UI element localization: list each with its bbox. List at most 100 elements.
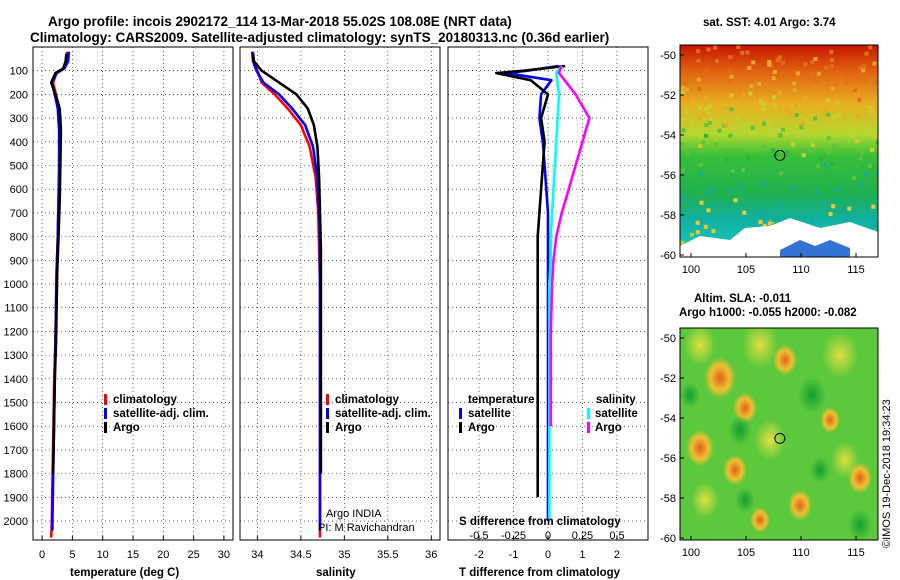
salinity-axes-frame <box>239 46 441 541</box>
sst-pixel <box>729 125 734 130</box>
sst-pixel <box>684 109 689 114</box>
depth-tick-label: 600 <box>10 184 28 196</box>
depth-tick-label: 900 <box>10 255 28 267</box>
temp-xtick-label: 30 <box>218 549 230 561</box>
sst-pixel <box>862 78 867 83</box>
sst-pixel <box>873 80 877 85</box>
sst-pixel <box>831 115 836 120</box>
legend-salinity-title: salinity <box>596 394 636 406</box>
sst-lat-tick-label: -58 <box>660 210 676 222</box>
legend-climatology-swatch <box>104 394 107 405</box>
sst-pixel <box>859 183 864 188</box>
sla-anomaly-blob <box>684 328 716 366</box>
figure-title-line2: Climatology: CARS2009. Satellite-adjuste… <box>30 30 609 45</box>
sst-pixel <box>733 198 738 203</box>
sst-pixel <box>791 142 795 147</box>
sst-pixel <box>829 64 834 69</box>
depth-tick-label: 1200 <box>4 326 28 338</box>
temperature-axes-frame <box>32 46 234 541</box>
sst-pixel <box>831 143 836 148</box>
sst-pixel <box>827 150 832 155</box>
sla-anomaly-blob <box>691 481 719 519</box>
diff-s-tick-label: 0.5 <box>609 530 624 542</box>
diff-s-tick-label: -0.25 <box>501 530 526 542</box>
sla-lon-tick-label: 115 <box>847 547 865 559</box>
diff-xtick-label: -1 <box>509 549 519 561</box>
sal-xtick-label: 34 <box>251 549 263 561</box>
sst-pixel <box>724 158 729 163</box>
sst-pixel <box>867 164 872 169</box>
sst-pixel <box>698 134 703 139</box>
legend-s-satellite-label: satellite <box>595 408 638 420</box>
sst-pixel <box>772 133 777 138</box>
sst-pixel <box>729 93 734 98</box>
sst-pixel <box>734 115 739 120</box>
sst-lon-tick-label: 100 <box>682 264 700 276</box>
sal-xtick-label: 35 <box>338 549 350 561</box>
temp-series-argo <box>49 53 68 474</box>
sst-pixel <box>826 112 831 117</box>
depth-tick-label: 1800 <box>4 469 28 481</box>
sst-pixel <box>700 219 704 224</box>
imos-credit: ©IMOS 19-Dec-2018 19:34:23 <box>881 399 893 548</box>
sst-pixel <box>730 168 735 173</box>
sal-xtick-label: 36 <box>425 549 437 561</box>
sst-pixel <box>868 105 872 110</box>
depth-tick-label: 400 <box>10 137 28 149</box>
sla-lat-tick-label: -52 <box>660 373 676 385</box>
sla-anomaly-blob <box>680 382 700 408</box>
depth-tick-label: 1700 <box>4 445 28 457</box>
sst-pixel <box>852 175 856 180</box>
sst-pixel <box>830 86 835 91</box>
sal-legend-argo-swatch <box>326 422 329 433</box>
sst-pixel <box>844 80 849 85</box>
sst-pixel <box>757 81 761 86</box>
sst-pixel <box>745 50 750 55</box>
sst-pixel <box>867 205 872 210</box>
sst-pixel <box>777 91 782 95</box>
sst-pixel <box>769 132 774 137</box>
sla-lat-tick-label: -50 <box>660 333 676 345</box>
sla-lat-ticks: -50 -52 -54 -56 -58 -60 <box>660 333 684 545</box>
sst-pixel <box>791 186 796 191</box>
sst-pixel <box>707 77 712 82</box>
sst-pixel <box>819 156 824 161</box>
sst-pixel <box>746 156 751 161</box>
difference-panel: -2 -1 0 1 2 -0.5 -0.25 0 0.25 0.5 S difference f… <box>447 46 649 579</box>
pi-annotation: PI: M Ravichandran <box>318 522 415 534</box>
sst-pixel <box>726 94 731 99</box>
sst-map-panel: sat. SST: 4.01 Argo: 3.74 -50-52-54-56-5… <box>660 17 879 276</box>
sst-pixel <box>713 45 718 50</box>
sst-pixel <box>701 140 706 145</box>
diff-s-tick-label: -0.5 <box>470 530 489 542</box>
legend-t-satellite-swatch <box>459 408 462 419</box>
sla-texture <box>680 328 872 540</box>
sst-pixel <box>777 55 782 60</box>
sla-anomaly-blob <box>704 357 736 399</box>
sst-pixel <box>809 72 814 77</box>
sst-pixel <box>804 119 809 124</box>
sla-map-frame <box>679 327 879 541</box>
sst-pixel <box>715 59 719 64</box>
sla-anomaly-blob <box>723 454 747 486</box>
legend-satellite-label: satellite-adj. clim. <box>113 408 209 420</box>
sst-pixel <box>741 168 746 173</box>
sst-pixel <box>761 107 766 112</box>
sst-pixel <box>771 218 776 223</box>
depth-tick-label: 1300 <box>4 350 28 362</box>
sst-pixel <box>767 62 772 67</box>
legend-t-satellite-label: satellite <box>468 408 511 420</box>
sst-pixel <box>762 223 767 228</box>
sst-pixel <box>728 69 733 74</box>
salinity-legend: climatology satellite-adj. clim. Argo <box>326 394 431 434</box>
temp-xtick-label: 5 <box>69 549 75 561</box>
diff-xtick-label: -2 <box>474 549 484 561</box>
sst-pixel <box>680 90 685 95</box>
sst-lat-tick-label: -56 <box>660 170 676 182</box>
sst-pixel <box>870 147 874 152</box>
sst-pixel <box>762 144 767 149</box>
sla-anomaly-blob <box>820 407 840 433</box>
legend-s-argo-swatch <box>587 422 590 433</box>
sst-pixel <box>830 161 835 166</box>
s-difference-label: S difference from climatology <box>459 516 621 528</box>
